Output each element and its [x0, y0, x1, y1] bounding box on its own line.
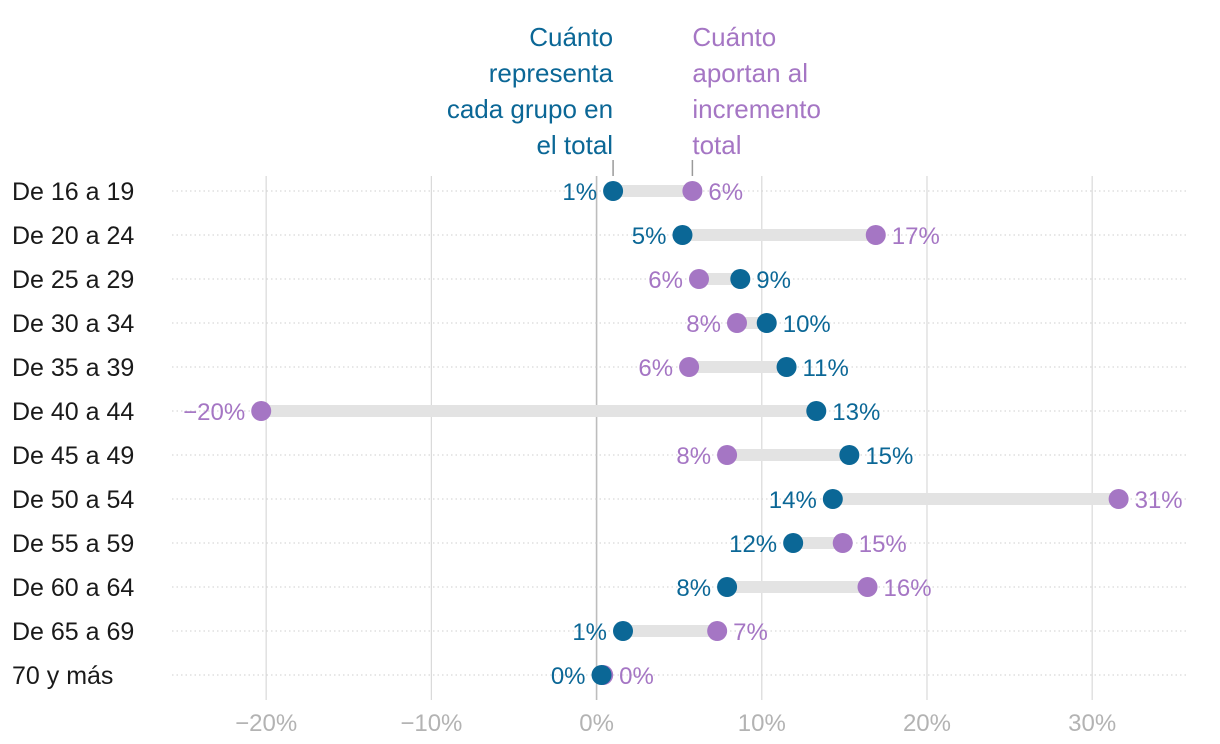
x-tick-label: 10% [738, 710, 786, 737]
contribution-value-label: 6% [638, 355, 673, 382]
contribution-value-label: 0% [619, 663, 654, 690]
legend-share-text: representa [489, 58, 614, 88]
share-point [776, 357, 797, 377]
contribution-point [832, 533, 853, 553]
contribution-value-label: 6% [708, 179, 743, 206]
x-tick-label: 20% [903, 710, 951, 737]
contribution-point [1108, 489, 1129, 509]
share-point [672, 225, 693, 245]
share-value-label: 10% [783, 311, 831, 338]
x-tick-label: −20% [235, 710, 297, 737]
category-label: 70 y más [12, 662, 113, 690]
share-value-label: 8% [676, 575, 711, 602]
contribution-point [865, 225, 886, 245]
legend-share-text: el total [536, 130, 613, 160]
category-label: De 16 a 19 [12, 178, 134, 206]
share-point [822, 489, 843, 509]
share-point [839, 445, 860, 465]
contribution-point [688, 269, 709, 289]
x-tick-label: 30% [1068, 710, 1116, 737]
category-label: De 40 a 44 [12, 398, 134, 426]
contribution-value-label: 16% [884, 575, 932, 602]
share-value-label: 9% [756, 267, 791, 294]
grid-lines [265, 176, 1093, 700]
legend-contribution-text: aportan al [692, 58, 808, 88]
contribution-point [726, 313, 747, 333]
share-value-label: 0% [551, 663, 586, 690]
row-labels: De 16 a 19 De 20 a 24 De 25 a 29 De 30 a 34… [12, 178, 134, 690]
share-point [603, 181, 624, 201]
share-point [717, 577, 738, 597]
category-label: De 45 a 49 [12, 442, 134, 470]
category-label: De 50 a 54 [12, 486, 134, 514]
share-value-label: 5% [632, 223, 667, 250]
x-axis-ticks: −20% −10% 0% 10% 20% 30% [235, 710, 1116, 737]
contribution-point [707, 621, 728, 641]
contribution-point [251, 401, 272, 421]
x-tick-label: 0% [579, 710, 614, 737]
share-value-label: 11% [803, 355, 849, 382]
share-point [730, 269, 751, 289]
share-value-label: 1% [562, 179, 597, 206]
x-tick-label: −10% [400, 710, 462, 737]
contribution-value-label: −20% [183, 399, 245, 426]
connectors [261, 185, 1119, 681]
row-lines [172, 190, 1188, 676]
contribution-point [857, 577, 878, 597]
contribution-value-label: 8% [676, 443, 711, 470]
value-labels: 1% 6% 5% 17% 6% 9% 8% 10% 6% 11% −20% 13% 8% 15% 14% 31… [183, 179, 1183, 690]
share-point [613, 621, 634, 641]
share-value-label: 15% [865, 443, 913, 470]
contribution-value-label: 15% [859, 531, 907, 558]
category-label: De 30 a 34 [12, 310, 134, 338]
contribution-value-label: 31% [1135, 487, 1183, 514]
contribution-value-label: 7% [733, 619, 768, 646]
share-point [806, 401, 827, 421]
category-label: De 65 a 69 [12, 618, 134, 646]
legend-contribution-text: Cuánto [692, 22, 776, 52]
share-point [591, 665, 612, 685]
share-value-label: 13% [832, 399, 880, 426]
legend-share-text: cada grupo en [447, 94, 613, 124]
contribution-point [717, 445, 738, 465]
contribution-point [682, 181, 703, 201]
category-label: De 55 a 59 [12, 530, 134, 558]
legend-share-text: Cuánto [529, 22, 613, 52]
legend: Cuánto representa cada grupo en el total Cuá… [447, 22, 821, 176]
share-value-label: 1% [572, 619, 607, 646]
contribution-value-label: 6% [648, 267, 683, 294]
legend-contribution-text: total [692, 130, 741, 160]
data-points [251, 181, 1129, 685]
share-value-label: 12% [729, 531, 777, 558]
legend-contribution-text: incremento [692, 94, 821, 124]
share-point [756, 313, 777, 333]
share-point [783, 533, 804, 553]
share-value-label: 14% [769, 487, 817, 514]
contribution-value-label: 17% [892, 223, 940, 250]
contribution-point [679, 357, 700, 377]
category-label: De 60 a 64 [12, 574, 134, 602]
category-label: De 35 a 39 [12, 354, 134, 382]
category-label: De 20 a 24 [12, 222, 134, 250]
category-label: De 25 a 29 [12, 266, 134, 294]
contribution-value-label: 8% [686, 311, 721, 338]
